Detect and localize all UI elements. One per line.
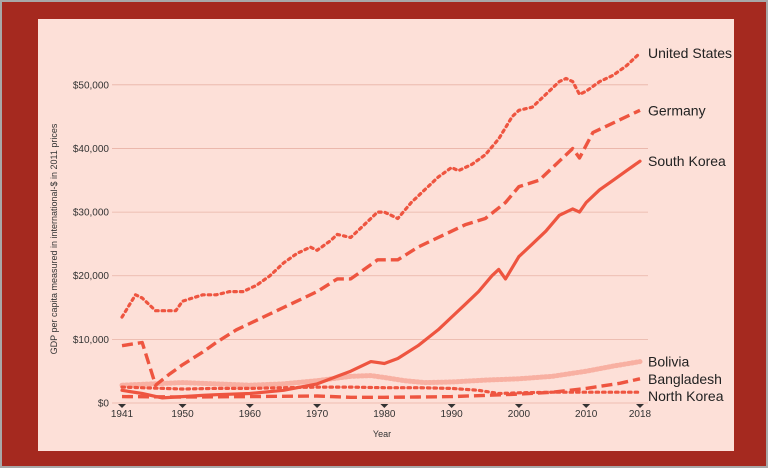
y-tick-label: $20,000 [73, 271, 110, 282]
x-tick-label: 1960 [239, 409, 262, 420]
x-tick-label: 2000 [508, 409, 531, 420]
series-line-south-korea [120, 159, 642, 400]
series-lines [119, 51, 643, 400]
series-label: United States [648, 45, 732, 61]
series-line-north-korea [120, 385, 642, 396]
y-tick-label: $50,000 [73, 80, 110, 91]
x-tick-mark [118, 404, 126, 408]
y-axis-title: GDP per capita measured in international… [49, 123, 59, 354]
x-tick-label: 1941 [111, 409, 134, 420]
y-tick-label: $10,000 [73, 335, 110, 346]
series-label: South Korea [648, 153, 726, 169]
x-tick-mark [245, 404, 254, 408]
x-axis-title: Year [373, 429, 391, 439]
series-line-united-states [120, 51, 642, 319]
y-tick-label: $0 [98, 399, 110, 410]
series-label: Bolivia [648, 354, 689, 370]
series-line-bangladesh [121, 377, 641, 399]
series-label: Bangladesh [648, 371, 722, 387]
series-label: North Korea [648, 388, 724, 404]
x-tick-labels: 1941 1950 1960 1970 1980 1990 2000 2010 2018 [111, 404, 652, 420]
series-labels: United States Germany South Korea BoliviaBa… [648, 45, 732, 404]
x-tick-label: 1950 [171, 409, 194, 420]
x-tick-label: 1970 [306, 409, 329, 420]
x-tick-mark [447, 404, 456, 408]
x-tick-mark [636, 404, 644, 408]
gridlines [112, 84, 648, 404]
chart-panel: $0 $10,000 $20,000 $30,000 $40,000 $50,000 19… [38, 19, 734, 451]
series-line-germany [121, 108, 641, 387]
x-tick-label: 2018 [629, 409, 652, 420]
x-tick-label: 1980 [373, 409, 396, 420]
series-label: Germany [648, 102, 706, 118]
y-tick-label: $40,000 [73, 144, 110, 155]
x-tick-mark [514, 404, 523, 408]
x-tick-mark [313, 404, 322, 408]
x-tick-mark [582, 404, 591, 408]
x-tick-label: 2010 [575, 409, 598, 420]
y-tick-label: $30,000 [73, 208, 110, 219]
x-tick-label: 1990 [441, 409, 464, 420]
x-tick-mark [380, 404, 389, 408]
x-tick-mark [178, 404, 187, 408]
y-tick-labels: $0 $10,000 $20,000 $30,000 $40,000 $50,000 [73, 80, 110, 409]
series-line-bolivia [119, 359, 643, 388]
line-chart: $0 $10,000 $20,000 $30,000 $40,000 $50,000 19… [49, 45, 732, 439]
